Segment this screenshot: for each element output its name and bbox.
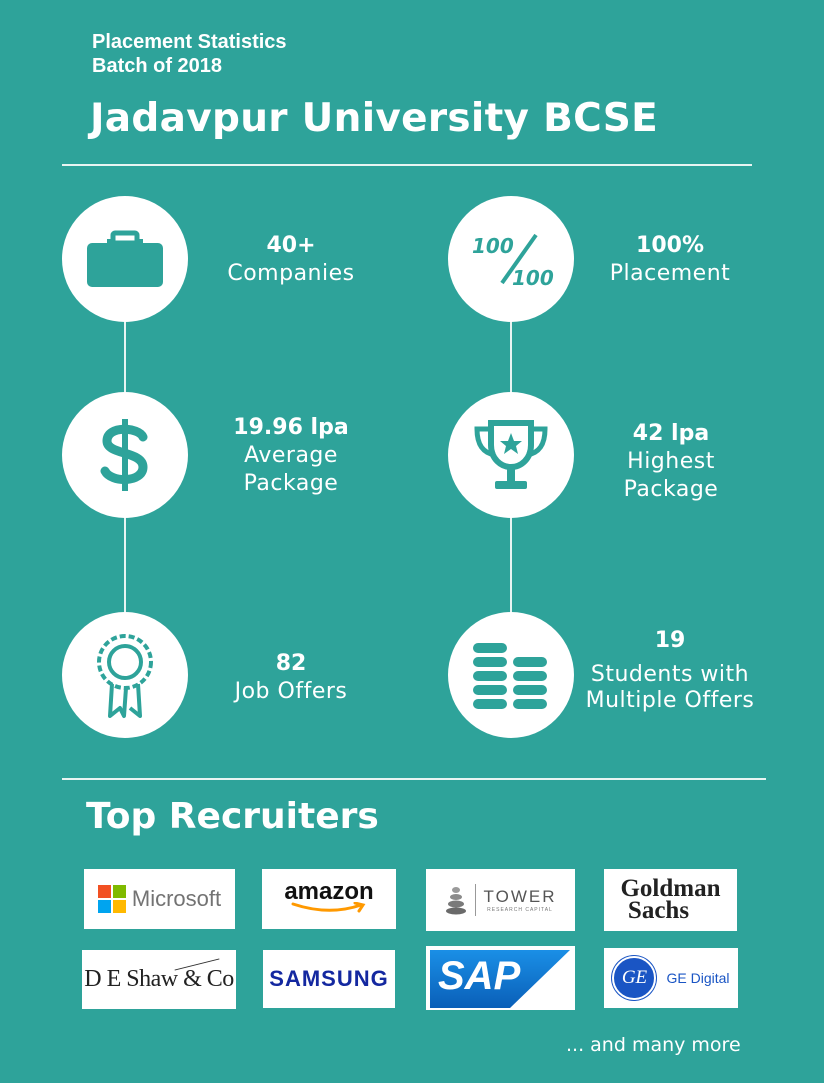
offers-stat: 82 Job Offers bbox=[196, 650, 386, 706]
offers-value: 82 bbox=[275, 651, 307, 676]
sap-shape-icon bbox=[430, 950, 570, 1008]
microsoft-label: Microsoft bbox=[131, 886, 222, 911]
amazon-logo: amazon bbox=[262, 869, 396, 929]
ge-monogram-icon: GE bbox=[612, 956, 657, 1000]
fraction-denominator: 100 bbox=[512, 266, 554, 290]
highest-icon-circle bbox=[448, 392, 574, 518]
microsoft-windows-icon bbox=[97, 885, 126, 913]
bottom-divider bbox=[62, 778, 766, 780]
placement-stat: 100% Placement bbox=[582, 232, 758, 288]
microsoft-logo: Microsoft bbox=[84, 869, 235, 929]
deshaw-label: D E Shaw & Co bbox=[84, 966, 234, 992]
highest-value: 42 lpa bbox=[632, 421, 710, 446]
multiple-stat: 19 Students with Multiple Offers bbox=[570, 628, 770, 714]
average-value: 19.96 lpa bbox=[233, 415, 349, 440]
companies-stat: 40+ Companies bbox=[196, 232, 386, 288]
deshaw-logo: D E Shaw & Co bbox=[82, 950, 236, 1009]
highest-stat: 42 lpa Highest Package bbox=[584, 420, 758, 504]
sap-label: SAP bbox=[438, 954, 521, 998]
placement-value: 100% bbox=[636, 233, 704, 258]
subtitle-line-1: Placement Statistics bbox=[92, 31, 287, 53]
companies-value: 40+ bbox=[266, 233, 316, 258]
placement-label: Placement bbox=[609, 261, 731, 286]
tower-sublabel: RESEARCH CAPITAL bbox=[487, 907, 553, 913]
offers-icon-circle bbox=[62, 612, 188, 738]
samsung-label: SAMSUNG bbox=[269, 966, 389, 991]
placement-icon-circle: 100 100 bbox=[448, 196, 574, 322]
recruiters-title: Top Recruiters bbox=[86, 796, 379, 837]
ge-digital-label: GE Digital bbox=[666, 970, 730, 986]
multiple-label-line-1: Students with bbox=[590, 662, 750, 687]
subtitle-line-2: Batch of 2018 bbox=[92, 55, 223, 77]
average-label-line-2: Package bbox=[243, 471, 339, 496]
amazon-label: amazon bbox=[284, 878, 374, 905]
samsung-logo: SAMSUNG bbox=[263, 950, 395, 1008]
fraction-numerator: 100 bbox=[472, 234, 514, 258]
page-title: Jadavpur University BCSE bbox=[90, 96, 659, 141]
and-many-more-text: ... and many more bbox=[566, 1034, 741, 1056]
sap-logo: SAP bbox=[426, 946, 575, 1010]
average-stat: 19.96 lpa Average Package bbox=[196, 414, 386, 498]
goldman-label-line-2: Sachs bbox=[627, 897, 690, 924]
offers-label: Job Offers bbox=[234, 679, 348, 704]
dollar-icon bbox=[100, 419, 148, 491]
coin-stacks-icon bbox=[473, 643, 547, 709]
companies-icon-circle bbox=[62, 196, 188, 322]
average-icon-circle bbox=[62, 392, 188, 518]
multiple-label-line-2: Multiple Offers bbox=[585, 688, 755, 713]
briefcase-icon bbox=[87, 230, 163, 287]
amazon-smile-icon bbox=[291, 902, 366, 913]
multiple-value: 19 bbox=[654, 628, 686, 653]
tower-stones-icon bbox=[445, 887, 466, 915]
ge-monogram-label: GE bbox=[621, 967, 648, 988]
goldman-label-line-1: Goldman bbox=[620, 875, 721, 902]
average-label-line-1: Average bbox=[244, 443, 338, 468]
highest-label-line-1: Highest bbox=[627, 449, 715, 474]
companies-label: Companies bbox=[227, 261, 355, 286]
fraction-100-icon: 100 100 bbox=[472, 233, 554, 290]
multiple-icon-circle bbox=[448, 612, 574, 738]
goldman-sachs-logo: Goldman Sachs bbox=[604, 869, 737, 931]
header-subtitle: Placement Statistics Batch of 2018 bbox=[92, 30, 287, 78]
highest-label-line-2: Package bbox=[623, 477, 719, 502]
top-divider bbox=[62, 164, 752, 166]
ge-digital-logo: GE GE Digital bbox=[604, 948, 738, 1008]
trophy-icon bbox=[474, 420, 548, 489]
tower-logo: TOWER RESEARCH CAPITAL bbox=[426, 869, 575, 931]
tower-label: TOWER bbox=[483, 887, 557, 906]
award-ribbon-icon bbox=[97, 634, 153, 718]
